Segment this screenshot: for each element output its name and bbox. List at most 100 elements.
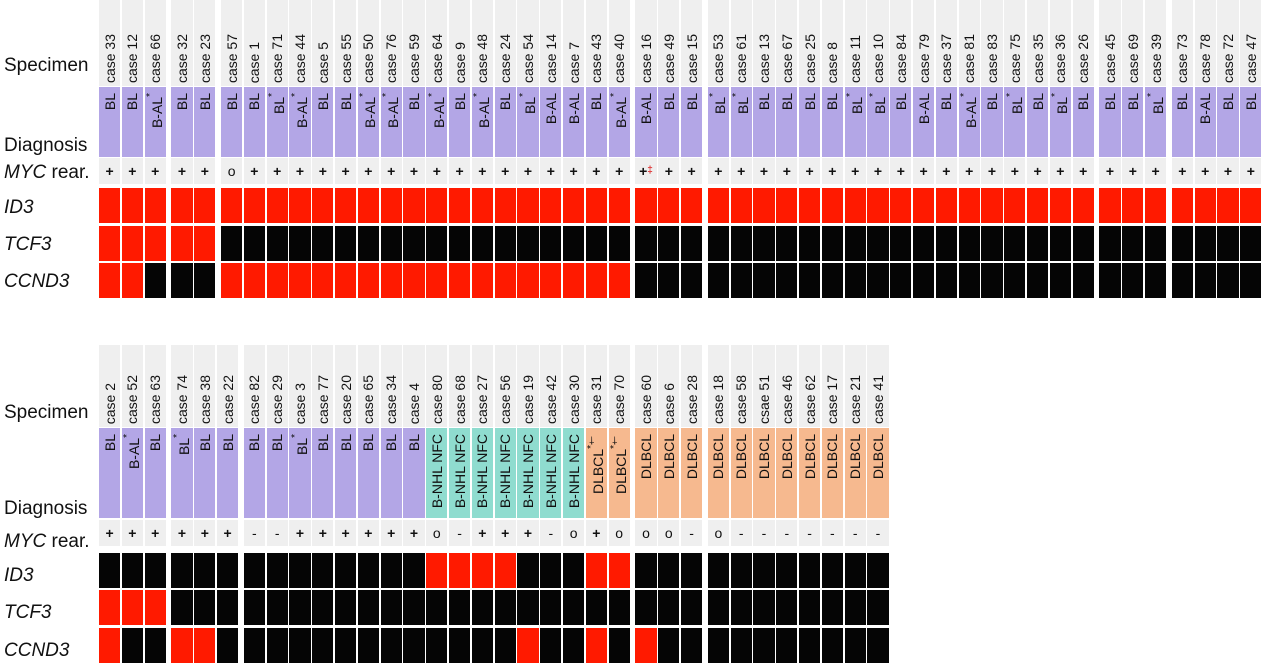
specimen-header: case 77 <box>312 345 334 427</box>
gene-cell-id3 <box>776 188 798 223</box>
diagnosis-label: BL <box>892 93 909 111</box>
myc-status: - <box>449 520 471 546</box>
diagnosis-cell: BL <box>1122 87 1144 157</box>
gene-cell-tcf3 <box>563 226 585 261</box>
diagnosis-cell: BL <box>494 87 516 157</box>
gene-cell-tcf3 <box>380 226 402 261</box>
diagnosis-cell: B-NHL NFC <box>494 428 516 518</box>
diagnosis-cell: DLBCL <box>867 428 889 518</box>
diagnosis-cell: BL* <box>867 87 889 157</box>
myc-status: + <box>1072 158 1094 184</box>
myc-status: + <box>563 158 585 184</box>
specimen-header: case 82 <box>243 345 265 427</box>
specimen-label: case 54 <box>519 33 536 83</box>
specimen-label: case 40 <box>611 33 628 83</box>
specimen-label: case 46 <box>778 374 795 424</box>
specimen-header: case 18 <box>707 345 729 427</box>
diagnosis-label: B-AL* <box>472 93 493 129</box>
diagnosis-label: BL* <box>1050 93 1071 115</box>
diagnosis-label: BL <box>801 93 818 111</box>
gene-cell-tcf3 <box>99 590 121 625</box>
gene-cell-tcf3 <box>913 226 935 261</box>
myc-status: + <box>935 158 957 184</box>
diagnosis-label: DLBCL <box>660 434 677 480</box>
diagnosis-cell: B-AL <box>635 87 657 157</box>
specimen-header: case 15 <box>681 0 703 86</box>
gene-cell-tcf3 <box>449 590 471 625</box>
diagnosis-label: BL <box>1101 93 1118 111</box>
diagnosis-label: BL <box>124 93 141 111</box>
diagnosis-cell: BL <box>821 87 843 157</box>
diagnosis-cell: DLBCL <box>821 428 843 518</box>
gene-cell-ccnd3 <box>821 628 843 663</box>
gene-cell-tcf3 <box>1027 226 1049 261</box>
specimen-label: case 21 <box>847 374 864 424</box>
gene-cell-ccnd3 <box>312 263 334 298</box>
gene-cell-ccnd3 <box>194 263 216 298</box>
myc-status: + <box>844 158 866 184</box>
myc-status: - <box>753 520 775 546</box>
diagnosis-cell: BL <box>1072 87 1094 157</box>
specimen-header: case 12 <box>121 0 143 86</box>
diagnosis-cell: B-AL* <box>471 87 493 157</box>
myc-status: + <box>449 158 471 184</box>
gene-cell-ccnd3 <box>681 263 703 298</box>
gene-cell-ccnd3 <box>867 263 889 298</box>
specimen-label: case 10 <box>869 33 886 83</box>
gene-cell-tcf3 <box>844 226 866 261</box>
specimen-label: case 25 <box>801 33 818 83</box>
gene-cell-tcf3 <box>289 226 311 261</box>
gene-row-label-id3: ID3 <box>4 565 34 586</box>
gene-cell-tcf3 <box>99 226 121 261</box>
diagnosis-cell: BL <box>1240 87 1262 157</box>
specimen-header: case 35 <box>1027 0 1049 86</box>
gene-cell-ccnd3 <box>517 263 539 298</box>
myc-status: + <box>99 520 121 546</box>
specimen-header: case 46 <box>776 345 798 427</box>
specimen-label: case 22 <box>219 374 236 424</box>
gene-cell-ccnd3 <box>681 628 703 663</box>
specimen-label: case 9 <box>451 41 468 83</box>
myc-status: o <box>658 520 680 546</box>
specimen-label: case 74 <box>173 374 190 424</box>
diagnosis-label: BL <box>360 434 377 452</box>
specimen-header: case 64 <box>426 0 448 86</box>
gene-cell-id3 <box>658 188 680 223</box>
myc-status: + <box>426 158 448 184</box>
gene-cell-ccnd3 <box>844 628 866 663</box>
gene-cell-id3 <box>563 188 585 223</box>
myc-status: + <box>981 158 1003 184</box>
myc-status: + <box>1171 158 1193 184</box>
gene-cell-tcf3 <box>471 590 493 625</box>
specimen-label: case 6 <box>660 382 677 424</box>
diagnosis-cell: BL <box>1217 87 1239 157</box>
gene-cell-id3 <box>890 188 912 223</box>
gene-cell-ccnd3 <box>635 263 657 298</box>
gene-cell-ccnd3 <box>403 263 425 298</box>
gene-cell-tcf3 <box>289 590 311 625</box>
gene-cell-ccnd3 <box>1145 263 1167 298</box>
gene-cell-id3 <box>471 553 493 588</box>
diagnosis-cell: BL <box>753 87 775 157</box>
specimen-header: case 61 <box>730 0 752 86</box>
diagnosis-label: BL <box>383 434 400 452</box>
diagnosis-cell: B-AL* <box>380 87 402 157</box>
gene-cell-tcf3 <box>403 226 425 261</box>
specimen-label: case 84 <box>892 33 909 83</box>
diagnosis-label: BL* <box>290 434 310 456</box>
diagnosis-label: B-AL <box>915 93 932 125</box>
specimen-header: case 30 <box>563 345 585 427</box>
gene-cell-tcf3 <box>426 226 448 261</box>
specimen-header: case 83 <box>981 0 1003 86</box>
gene-cell-tcf3 <box>1217 226 1239 261</box>
gene-cell-tcf3 <box>730 226 752 261</box>
myc-status: + <box>194 520 216 546</box>
specimen-header: case 19 <box>517 345 539 427</box>
specimen-header: case 31 <box>585 345 607 427</box>
specimen-header: case 48 <box>471 0 493 86</box>
gene-cell-id3 <box>821 188 843 223</box>
specimen-header: case 84 <box>890 0 912 86</box>
specimen-label: case 83 <box>983 33 1000 83</box>
gene-cell-ccnd3 <box>658 628 680 663</box>
diagnosis-label: B-NHL NFC <box>519 434 536 509</box>
